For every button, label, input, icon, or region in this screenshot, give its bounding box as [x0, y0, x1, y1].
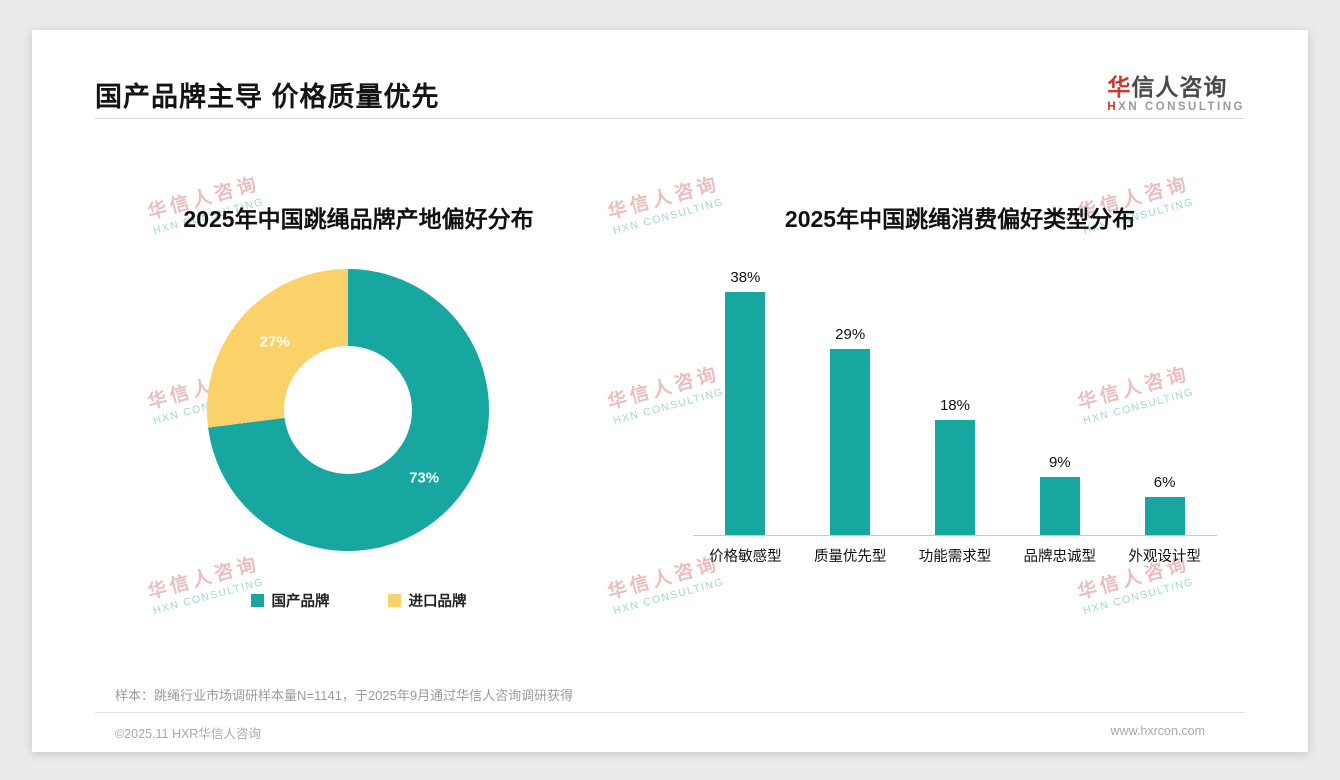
bar-group: 38% — [693, 269, 798, 535]
logo-subtitle-rest: XN CONSULTING — [1118, 101, 1245, 114]
bar-value-label: 18% — [939, 397, 970, 414]
legend-swatch-imported — [387, 594, 401, 607]
donut-legend: 国产品牌 进口品牌 — [95, 590, 622, 611]
bar-category-label: 功能需求型 — [918, 549, 992, 565]
footer-website: www.hxrcon.com — [1110, 724, 1205, 738]
company-logo: 华信人咨询 HXN CONSULTING — [1107, 74, 1245, 115]
page-title: 国产品牌主导 价格质量优先 — [95, 82, 440, 112]
logo-name-rest: 信人咨询 — [1131, 74, 1228, 100]
bar — [1039, 477, 1080, 535]
bar-category-label: 外观设计型 — [1128, 549, 1201, 565]
footer-copyright: ©2025.11 HXR华信人咨询 — [115, 727, 261, 741]
watermark-line2: HXN CONSULTING — [1081, 575, 1196, 618]
logo-accent-char: 华 — [1107, 74, 1132, 100]
donut-hole — [284, 346, 412, 474]
bar-group: 6% — [1112, 474, 1217, 535]
bar-category-label: 价格敏感型 — [709, 549, 782, 565]
slide-card: 华信人咨询 HXN CONSULTING 华信人咨询 HXN CONSULTING 华信… — [32, 30, 1308, 752]
legend-item-imported: 进口品牌 — [387, 590, 467, 611]
legend-item-domestic: 国产品牌 — [250, 590, 330, 611]
bar-value-label: 29% — [835, 326, 866, 343]
footer-divider — [95, 712, 1245, 713]
bar-category-label: 质量优先型 — [813, 549, 887, 565]
bar-group: 18% — [903, 397, 1008, 535]
bar-value-label: 38% — [730, 269, 761, 286]
header-divider — [95, 118, 1245, 119]
bar — [830, 349, 871, 535]
donut-value-label-imported: 27% — [259, 333, 290, 351]
bar-value-label: 9% — [1048, 454, 1071, 471]
logo-subtitle-accent: H — [1107, 101, 1119, 114]
donut-chart: 73% 27% — [207, 269, 489, 551]
legend-label-imported: 进口品牌 — [408, 594, 467, 610]
bar-group: 9% — [1007, 454, 1112, 535]
donut-value-label-domestic: 73% — [409, 469, 440, 487]
sample-footnote: 样本：跳绳行业市场调研样本量N=1141，于2025年9月通过华信人咨询调研获得 — [115, 688, 574, 703]
bar — [934, 420, 975, 535]
bar-category-label: 品牌忠诚型 — [1023, 549, 1097, 565]
donut-chart-title: 2025年中国跳绳品牌产地偏好分布 — [183, 206, 534, 232]
bar — [725, 292, 766, 535]
bar-value-label: 6% — [1153, 474, 1176, 491]
bar-group: 29% — [798, 326, 903, 535]
bar-plot: 38% 29% 18% 9% 6% — [693, 258, 1217, 536]
bar-category-labels: 价格敏感型 质量优先型 功能需求型 品牌忠诚型 外观设计型 — [693, 545, 1217, 566]
legend-label-domestic: 国产品牌 — [271, 594, 330, 610]
logo-name: 华信人咨询 — [1107, 74, 1245, 100]
logo-subtitle: HXN CONSULTING — [1107, 101, 1245, 114]
bar — [1144, 497, 1185, 535]
legend-swatch-domestic — [250, 594, 264, 607]
bar-chart-title: 2025年中国跳绳消费偏好类型分布 — [784, 206, 1136, 232]
